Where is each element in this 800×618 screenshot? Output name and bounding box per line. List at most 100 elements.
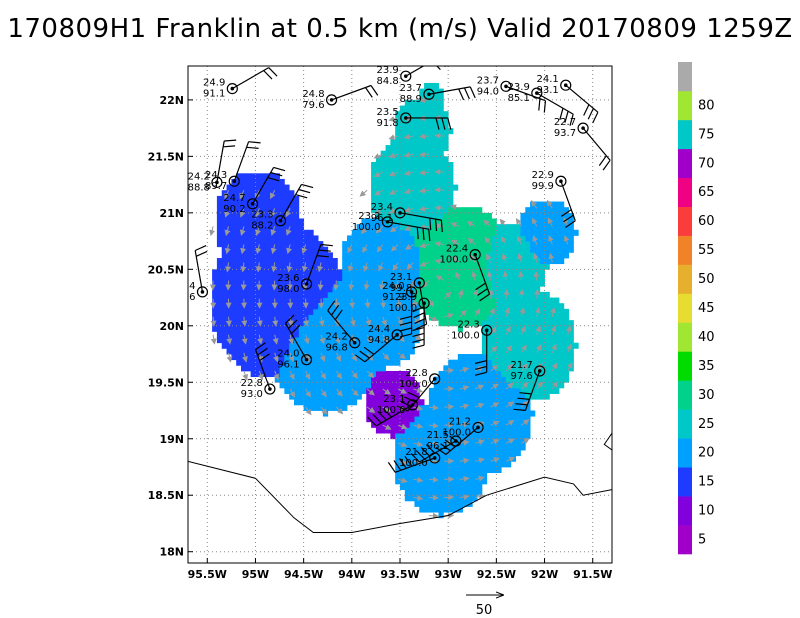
field-cell [289, 218, 295, 225]
field-cell [385, 184, 391, 191]
barb-staff [445, 426, 479, 455]
field-cell [462, 354, 468, 361]
field-cell [414, 308, 420, 315]
field-cell [491, 303, 497, 310]
field-cell [375, 331, 382, 338]
field-cell [260, 359, 266, 366]
field-cell [510, 269, 517, 276]
field-cell [544, 342, 550, 349]
field-cell [313, 269, 319, 276]
field-cell [467, 478, 473, 485]
field-cell [380, 212, 386, 219]
field-cell [308, 308, 314, 315]
flow-arrow [320, 370, 326, 380]
field-cell [390, 387, 396, 394]
field-cell [486, 404, 492, 411]
field-cell [284, 258, 290, 265]
field-cell [448, 184, 454, 191]
barb-feather [543, 100, 547, 113]
field-cell [390, 201, 396, 208]
field-cell [400, 280, 406, 287]
field-cell [491, 393, 497, 400]
field-cell [457, 399, 464, 406]
field-cell [313, 348, 319, 355]
field-cell [375, 387, 382, 394]
field-cell [385, 269, 391, 276]
flow-arrow [272, 316, 279, 327]
barb-staff [536, 92, 574, 115]
field-cell [496, 359, 502, 366]
field-cell [409, 150, 415, 157]
field-cell [472, 218, 478, 225]
field-cell [332, 291, 338, 298]
field-cell [534, 224, 541, 231]
field-cell [216, 286, 223, 293]
station-dot [581, 126, 585, 130]
field-cell [467, 308, 473, 315]
field-cell [477, 461, 483, 468]
field-cell [424, 207, 430, 214]
observation-station: 22.999.9 [532, 170, 576, 228]
field-cell [380, 382, 386, 389]
field-cell [510, 387, 517, 394]
field-cell [231, 337, 237, 344]
field-cell [289, 235, 295, 242]
barb-staff [305, 244, 322, 285]
field-cell [539, 376, 545, 383]
field-cell [544, 337, 550, 344]
field-cell [409, 133, 415, 140]
field-cell [366, 252, 372, 259]
field-cell [236, 359, 242, 366]
field-cell [322, 337, 329, 344]
field-cell [428, 444, 435, 451]
field-cell [236, 286, 242, 293]
field-cell [241, 348, 247, 355]
field-cell [477, 274, 483, 282]
colorbar-label: 35 [698, 359, 715, 374]
field-cell [462, 246, 468, 253]
field-cell [448, 195, 454, 202]
station-dot [403, 74, 408, 78]
field-cell [274, 235, 280, 242]
field-cell [400, 139, 406, 146]
field-cell [303, 325, 309, 332]
field-cell [226, 235, 232, 242]
flow-arrow [317, 262, 324, 273]
field-cell [375, 252, 382, 259]
field-cell [245, 337, 252, 344]
field-cell [298, 258, 305, 265]
field-cell [400, 416, 406, 423]
field-cell [298, 399, 305, 406]
station-value: 100.0 [451, 330, 480, 341]
field-cell [395, 178, 401, 185]
field-cell [279, 201, 285, 208]
flow-arrow [505, 326, 511, 336]
field-cell [342, 274, 348, 282]
flow-arrow [516, 235, 523, 245]
flow-arrow [551, 380, 559, 390]
field-cell [371, 258, 377, 265]
field-cell [366, 286, 372, 293]
flow-arrow [428, 315, 439, 322]
field-cell [303, 258, 309, 265]
field-cell [298, 274, 305, 282]
barb-feather [377, 410, 387, 421]
field-cell [385, 376, 391, 383]
flow-arrow [518, 288, 525, 299]
field-cell [226, 258, 232, 265]
field-cell [534, 241, 541, 248]
flow-arrow [347, 262, 354, 273]
field-cell [269, 314, 276, 321]
field-cell [443, 308, 449, 315]
field-cell [404, 269, 411, 276]
field-cell [260, 280, 266, 287]
field-cell [438, 512, 444, 519]
flow-arrow [484, 236, 491, 245]
station-ring [211, 176, 223, 188]
field-cell [380, 280, 386, 287]
field-cell [424, 500, 430, 507]
field-cell [520, 433, 526, 440]
field-cell [433, 410, 439, 417]
field-cell [395, 162, 401, 169]
barb-feather [359, 350, 370, 359]
